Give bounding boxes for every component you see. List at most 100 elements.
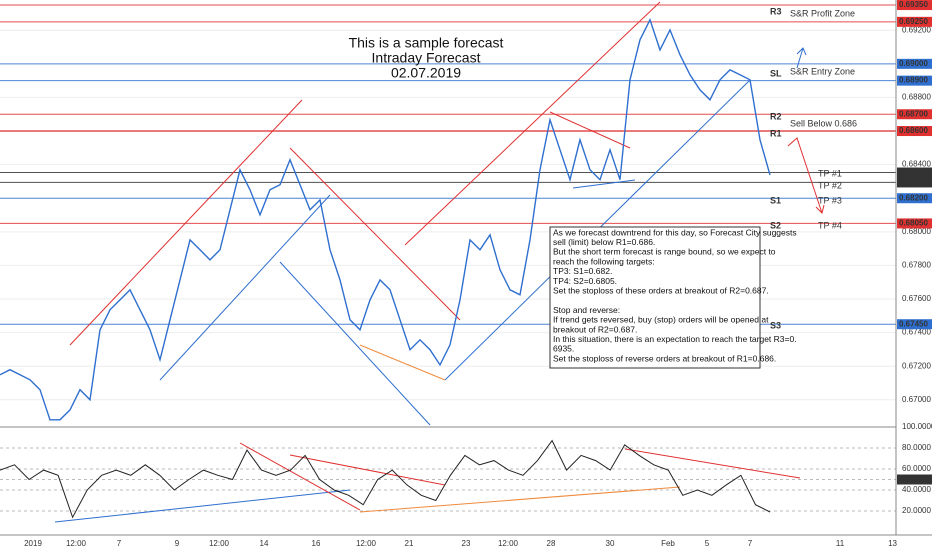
trend-line xyxy=(69,99,303,346)
level-label-box xyxy=(897,319,932,330)
rsi-trend-line xyxy=(54,489,351,523)
grid-layer: 0.69200 0.68800 0.68400 0.68000 0.67800 0.676… xyxy=(0,25,932,515)
level-label: 0.68050 xyxy=(899,219,928,228)
rsi-tick-label: 50.0000 xyxy=(902,475,931,484)
rsi-tick-label: 60.0000 xyxy=(902,464,931,473)
rsi-tick-label: 20.0000 xyxy=(902,506,931,515)
x-tick-label: 16 xyxy=(312,539,321,548)
forecast-line: If trend gets reversed, buy (stop) order… xyxy=(553,315,769,325)
trend-line xyxy=(279,261,431,426)
trend-line xyxy=(572,179,636,189)
trend-lines xyxy=(54,1,825,523)
rsi-tick-label: 80.0000 xyxy=(902,443,931,452)
x-tick-label: 23 xyxy=(462,539,471,548)
trend-line xyxy=(404,1,661,246)
rsi-trend-line xyxy=(359,486,681,513)
forecast-line: Set the stoploss of these orders at brea… xyxy=(553,285,769,295)
x-tick-label: 5 xyxy=(705,539,710,548)
x-tick-label: Feb xyxy=(661,539,675,548)
forecast-line: But the short term forecast is range bou… xyxy=(553,247,776,257)
x-tick-label: 7 xyxy=(748,539,753,548)
x-tick-label: 7 xyxy=(117,539,122,548)
x-tick-label: 9 xyxy=(175,539,180,548)
rsi-label-box xyxy=(897,474,932,485)
level-label: 0.68353 xyxy=(899,168,928,177)
level-tag: R1 xyxy=(770,128,782,138)
level-label-box xyxy=(897,126,932,137)
forecast-line: TP3: S1=0.682. xyxy=(553,266,612,276)
level-label-box xyxy=(897,177,932,188)
level-tag: R3 xyxy=(770,6,782,16)
level-tag: S&R Profit Zone xyxy=(790,8,855,18)
level-label: 0.69000 xyxy=(899,59,928,68)
trend-line xyxy=(159,194,331,381)
arrow xyxy=(787,137,825,214)
y-tick-label: 0.69200 xyxy=(902,25,931,34)
y-tick-label: 0.68800 xyxy=(902,93,931,102)
level-label: 0.68200 xyxy=(899,193,928,202)
forecast-line: 6935. xyxy=(553,344,574,354)
title-line: 02.07.2019 xyxy=(391,65,461,81)
level-label: 0.68700 xyxy=(899,109,928,118)
forecast-box: As we forecast downtrend for this day, s… xyxy=(549,226,797,369)
level-label: 0.68900 xyxy=(899,76,928,85)
level-tag: TP #3 xyxy=(818,195,842,205)
y-tick-label: 0.67000 xyxy=(902,395,931,404)
rsi-tick-label: 40.0000 xyxy=(902,485,931,494)
x-tick-label: 12:00 xyxy=(209,539,230,548)
level-label: 0.69250 xyxy=(899,17,928,26)
x-tick-label: 11 xyxy=(836,539,845,548)
level-label: 0.67450 xyxy=(899,319,928,328)
y-tick-label: 0.67400 xyxy=(902,328,931,337)
y-tick-label: 0.67800 xyxy=(902,261,931,270)
forecast-line: As we forecast downtrend for this day, s… xyxy=(553,227,797,237)
forecast-line: Set the stoploss of reverse orders at br… xyxy=(553,353,776,363)
level-tag: S1 xyxy=(770,195,781,205)
level-label-box xyxy=(897,75,932,86)
rsi-trend-line xyxy=(239,442,361,511)
y-tick-label: 0.68000 xyxy=(902,227,931,236)
level-label-box xyxy=(897,109,932,120)
level-label-box xyxy=(897,58,932,69)
x-tick-label: 2019 xyxy=(24,539,42,548)
level-tag: TP #2 xyxy=(818,180,842,190)
rsi-line xyxy=(0,439,771,519)
plot-layer: 2019 12:00 7 9 12:00 14 16 12:00 21 23 12:00 28 30 Fe… xyxy=(0,17,898,548)
rsi-trend-line xyxy=(624,448,801,479)
trend-line xyxy=(359,344,446,381)
level-label-box xyxy=(897,193,932,204)
y-tick-label: 0.68400 xyxy=(902,160,931,169)
level-tag: S3 xyxy=(770,320,781,330)
level-tag: TP #1 xyxy=(818,168,842,178)
level-tag: Sell Below 0.686 xyxy=(790,118,857,128)
rsi-trend-line xyxy=(289,454,446,486)
level-tag: SL xyxy=(770,68,782,78)
level-tag: S2 xyxy=(770,220,781,230)
forecast-line: breakout of R2=0.687. xyxy=(553,324,637,334)
forecast-box-frame xyxy=(549,226,761,369)
level-label: 0.68294 xyxy=(899,178,928,187)
x-tick-label: 13 xyxy=(888,539,897,548)
x-tick-label: 12:00 xyxy=(356,539,377,548)
trend-line xyxy=(549,111,631,149)
forecast-line: TP4: S2=0.6805. xyxy=(553,276,617,286)
price-line xyxy=(0,17,771,421)
title-line: Intraday Forecast xyxy=(372,50,481,66)
level-label: 0.69350 xyxy=(899,0,928,9)
forecast-line: sell (limit) below R1=0.686. xyxy=(553,237,655,247)
level-label-box xyxy=(897,0,932,11)
forecast-line: reach the following targets: xyxy=(553,256,655,266)
rsi-tick-label: 100.0000 xyxy=(902,422,932,431)
level-tag: R2 xyxy=(770,111,782,121)
y-tick-label: 0.67200 xyxy=(902,361,931,370)
x-tick-label: 30 xyxy=(606,539,615,548)
forecast-line: Stop and reverse: xyxy=(553,305,620,315)
title-line: This is a sample forecast xyxy=(349,35,504,51)
level-label: 0.68600 xyxy=(899,126,928,135)
x-tick-label: 12:00 xyxy=(498,539,519,548)
y-tick-label: 0.67600 xyxy=(902,294,931,303)
x-tick-label: 14 xyxy=(260,539,269,548)
level-tag: S&R Entry Zone xyxy=(790,66,855,76)
arrow xyxy=(796,47,807,69)
